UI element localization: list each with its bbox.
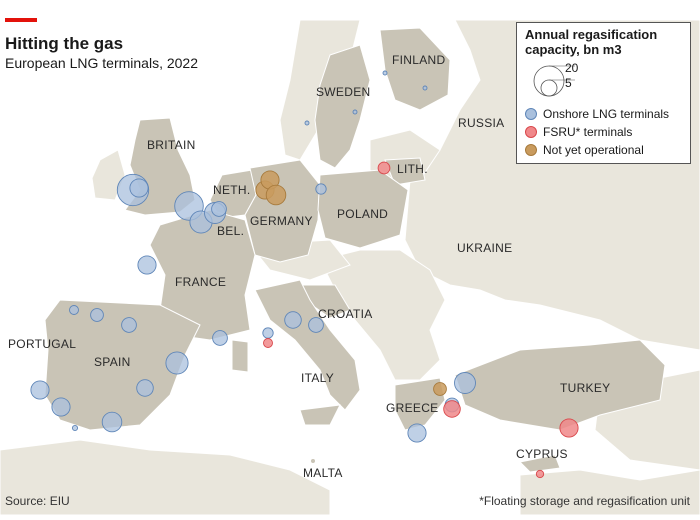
country-label-bel: BEL. <box>217 224 244 238</box>
onshore-terminal-marker <box>90 308 104 322</box>
country-label-greece: GREECE <box>386 401 438 415</box>
fsru-terminal-marker <box>263 338 273 348</box>
onshore-terminal-marker <box>304 120 310 126</box>
pending-swatch-icon <box>525 144 537 156</box>
onshore-terminal-marker <box>284 311 302 329</box>
country-label-germany: GERMANY <box>250 214 313 228</box>
country-label-britain: BRITAIN <box>147 138 196 152</box>
onshore-terminal-marker <box>422 85 428 91</box>
onshore-terminal-marker <box>308 317 324 333</box>
country-label-malta: MALTA <box>303 466 343 480</box>
legend-item-pending: Not yet operational <box>525 143 644 157</box>
onshore-terminal-marker <box>101 411 123 433</box>
onshore-terminal-marker <box>454 372 476 394</box>
footnote: *Floating storage and regasification uni… <box>479 494 690 508</box>
country-label-lith: LITH. <box>397 162 428 176</box>
pending-terminal-marker <box>265 184 287 206</box>
onshore-terminal-marker <box>211 201 227 217</box>
onshore-terminal-marker <box>315 183 327 195</box>
fsru-terminal-marker <box>535 469 545 479</box>
brand-accent-bar <box>5 18 37 22</box>
onshore-terminal-marker <box>212 330 228 346</box>
onshore-terminal-marker <box>136 379 154 397</box>
legend-item-label: Onshore LNG terminals <box>543 107 670 121</box>
chart-subtitle: European LNG terminals, 2022 <box>5 55 198 71</box>
fsru-terminal-marker <box>559 418 579 438</box>
legend-size-circle-small <box>540 79 558 97</box>
country-label-france: FRANCE <box>175 275 226 289</box>
onshore-terminal-marker <box>352 109 358 115</box>
onshore-terminal-marker <box>382 70 388 76</box>
country-label-spain: SPAIN <box>94 355 131 369</box>
country-label-cyprus: CYPRUS <box>516 447 568 461</box>
onshore-terminal-marker <box>407 423 427 443</box>
legend: Annual regasification capacity, bn m3 20… <box>516 22 691 164</box>
legend-item-onshore: Onshore LNG terminals <box>525 107 669 121</box>
onshore-terminal-marker <box>165 351 189 375</box>
source-note: Source: EIU <box>5 494 70 508</box>
onshore-terminal-marker <box>69 305 79 315</box>
country-label-poland: POLAND <box>337 207 388 221</box>
onshore-terminal-marker <box>129 178 149 198</box>
country-label-portugal: PORTUGAL <box>8 337 76 351</box>
fsru-swatch-icon <box>525 126 537 138</box>
onshore-terminal-marker <box>71 424 79 432</box>
onshore-terminal-marker <box>51 397 71 417</box>
country-label-italy: ITALY <box>301 371 334 385</box>
onshore-swatch-icon <box>525 108 537 120</box>
legend-size-label-small: 5 <box>565 76 572 90</box>
country-labels: FINLAND SWEDEN RUSSIA BRITAIN LITH. NETH… <box>8 53 610 480</box>
legend-size-circles <box>533 65 575 97</box>
terminal-markers <box>30 70 579 479</box>
country-label-sweden: SWEDEN <box>316 85 370 99</box>
country-label-croatia: CROATIA <box>318 307 373 321</box>
onshore-terminal-marker <box>121 317 137 333</box>
fsru-terminal-marker <box>377 161 391 175</box>
country-label-russia: RUSSIA <box>458 116 504 130</box>
legend-size-circle-large <box>533 65 565 97</box>
onshore-terminal-marker <box>137 255 157 275</box>
legend-size-label-large: 20 <box>565 61 579 75</box>
chart-title: Hitting the gas <box>5 34 124 53</box>
legend-item-fsru: FSRU* terminals <box>525 125 632 139</box>
country-label-finland: FINLAND <box>392 53 445 67</box>
legend-title: Annual regasification capacity, bn m3 <box>525 27 658 57</box>
legend-item-label: Not yet operational <box>543 143 644 157</box>
onshore-terminal-marker <box>262 327 274 339</box>
country-label-turkey: TURKEY <box>560 381 610 395</box>
country-label-ukraine: UKRAINE <box>457 241 512 255</box>
legend-item-label: FSRU* terminals <box>543 125 633 139</box>
country-label-neth: NETH. <box>213 183 251 197</box>
fsru-terminal-marker <box>443 400 461 418</box>
pending-terminal-marker <box>433 382 447 396</box>
onshore-terminal-marker <box>30 380 50 400</box>
